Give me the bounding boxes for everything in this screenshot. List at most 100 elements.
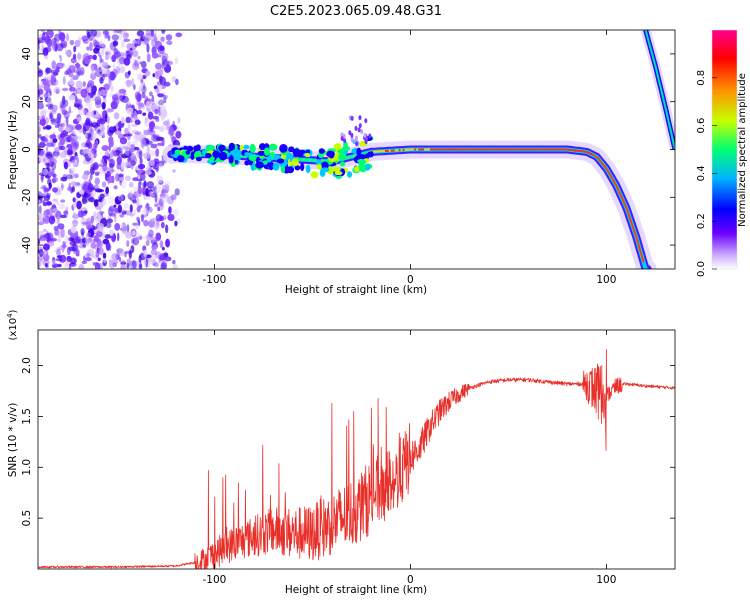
noise-speck <box>59 55 63 63</box>
noise-speck <box>65 174 73 180</box>
noise-speck <box>121 145 127 150</box>
noise-speck <box>58 54 61 58</box>
noise-speck <box>143 152 151 160</box>
noise-speck <box>78 67 85 76</box>
noise-speck <box>150 217 157 223</box>
noise-speck <box>100 90 108 95</box>
noise-speck <box>54 152 59 156</box>
noise-speck <box>118 173 124 178</box>
noise-speck <box>71 137 75 147</box>
spectrogram-x-axis-label: Height of straight line (km) <box>285 284 427 296</box>
noise-speck <box>133 110 137 120</box>
carrier-blob <box>280 165 286 173</box>
noise-speck <box>81 260 88 264</box>
carrier-blob <box>218 151 228 161</box>
noise-speck <box>90 85 97 94</box>
noise-speck <box>92 211 97 221</box>
colorbar-tick-label: 0.8 <box>696 70 707 86</box>
noise-speck <box>92 226 98 230</box>
noise-speck <box>46 76 51 81</box>
carrier-blob <box>310 171 319 179</box>
noise-speck <box>102 155 109 160</box>
noise-speck <box>127 157 132 163</box>
noise-speck <box>145 187 149 197</box>
spectrogram-x-ticks: -100 0 100 <box>202 30 616 286</box>
noise-speck <box>59 203 65 210</box>
carrier-core-segment <box>597 158 602 163</box>
noise-speck <box>97 62 103 69</box>
noise-speck <box>68 79 74 86</box>
noise-speck <box>68 64 76 74</box>
noise-speck <box>60 214 67 219</box>
carrier-blob <box>337 153 347 161</box>
noise-speck <box>115 173 120 182</box>
noise-speck <box>88 197 95 203</box>
noise-speck <box>42 168 49 176</box>
noise-speck <box>149 159 155 167</box>
noise-speck <box>99 43 105 47</box>
noise-speck <box>160 112 166 121</box>
noise-speck <box>56 43 64 52</box>
noise-speck <box>89 41 93 52</box>
noise-speck <box>131 230 136 236</box>
noise-speck <box>40 30 46 33</box>
noise-speck <box>99 67 103 73</box>
noise-speck <box>65 116 69 127</box>
snr-multiplier-close: ) <box>8 309 19 313</box>
noise-speck <box>146 53 151 63</box>
noise-speck <box>76 200 82 210</box>
noise-speck <box>54 33 61 43</box>
noise-speck <box>143 129 147 136</box>
noise-speck <box>65 127 70 133</box>
carrier-core-segment <box>592 153 596 157</box>
carrier-blob <box>273 154 281 161</box>
noise-speck <box>147 111 154 120</box>
noise-speck <box>69 39 75 46</box>
noise-speck <box>156 197 163 205</box>
noise-speck <box>85 117 91 125</box>
noise-speck <box>160 221 165 229</box>
snr-multiplier: (x104) <box>6 309 19 340</box>
noise-speck <box>97 257 101 262</box>
noise-speck <box>85 253 91 258</box>
noise-speck <box>101 158 105 164</box>
noise-speck <box>60 62 65 67</box>
noise-speck <box>38 85 44 90</box>
noise-speck <box>136 99 140 106</box>
noise-speck <box>47 96 52 105</box>
noise-speck <box>62 95 66 105</box>
noise-speck <box>154 62 162 70</box>
y-tick-label: 1.0 <box>21 459 33 476</box>
noise-speck <box>112 68 118 78</box>
colorbar-gradient <box>712 30 737 269</box>
carrier-blob <box>228 155 234 164</box>
noise-speck <box>115 252 121 258</box>
noise-speck <box>150 143 158 149</box>
noise-speck <box>129 190 134 199</box>
noise-speck <box>144 170 152 176</box>
noise-speck <box>107 73 112 83</box>
colorbar: 0.0 0.2 0.4 0.6 0.8 Normalized spectral ampl… <box>696 29 748 277</box>
noise-speck <box>151 52 159 59</box>
noise-speck <box>42 243 50 251</box>
carrier-blob <box>263 147 270 156</box>
noise-speck <box>49 134 56 140</box>
noise-speck <box>107 35 111 42</box>
noise-speck <box>38 231 44 237</box>
noise-speck <box>94 177 101 185</box>
noise-speck <box>66 33 69 42</box>
noise-speck <box>95 249 100 258</box>
noise-speck <box>108 212 116 217</box>
noise-speck <box>101 101 106 110</box>
noise-speck <box>67 110 74 114</box>
colorbar-tick-label: 0.6 <box>696 118 707 134</box>
noise-speck <box>86 30 93 37</box>
noise-speck <box>134 59 137 67</box>
noise-speck <box>120 161 125 171</box>
noise-speck <box>102 162 108 172</box>
noise-speck <box>172 169 176 173</box>
noise-speck <box>80 228 85 236</box>
carrier-blob <box>249 143 256 153</box>
noise-speck <box>159 215 165 222</box>
noise-speck <box>53 118 58 123</box>
